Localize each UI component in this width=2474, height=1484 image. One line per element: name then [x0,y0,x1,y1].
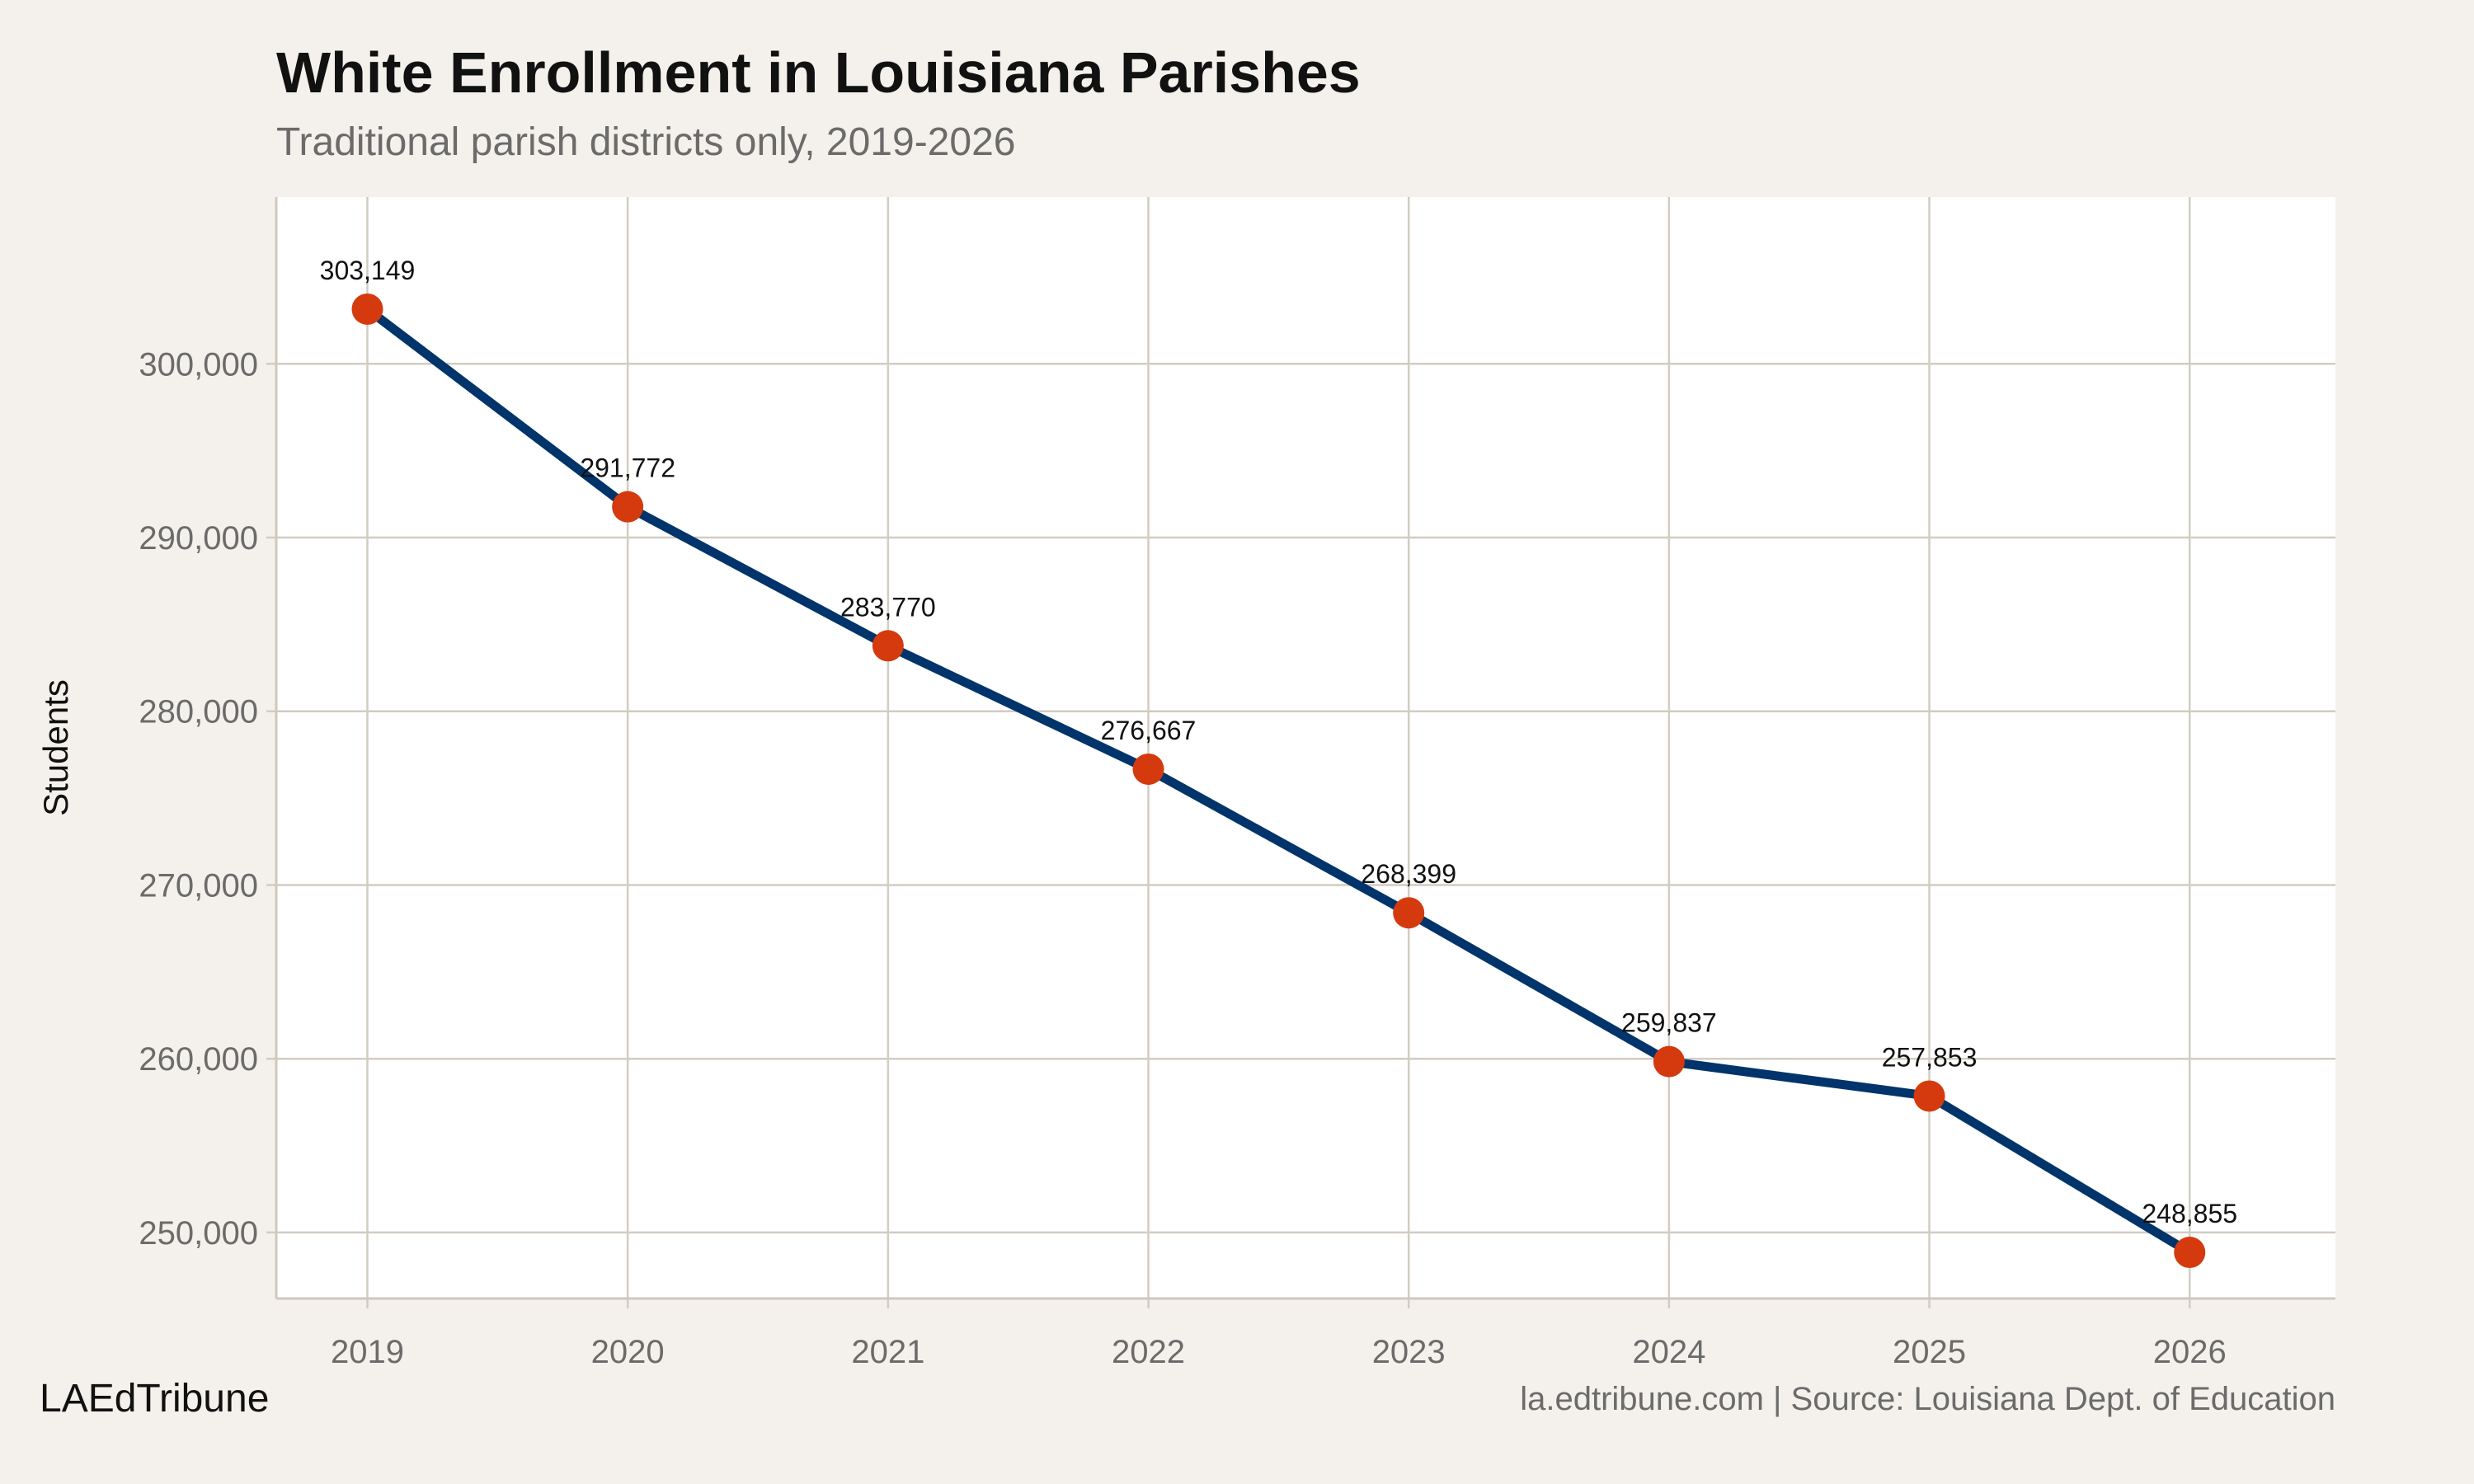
chart-title: White Enrollment in Louisiana Parishes [276,40,1361,105]
y-tick-label: 300,000 [139,346,258,383]
y-tick-label: 260,000 [139,1041,258,1078]
data-point [351,293,383,325]
gridlines [266,197,2335,1308]
data-label: 248,855 [2142,1199,2237,1228]
data-label: 276,667 [1101,716,1197,745]
data-label: 268,399 [1361,859,1456,889]
y-tick-label: 290,000 [139,520,258,556]
data-label: 291,772 [580,453,675,483]
data-label: 259,837 [1621,1008,1717,1038]
data-point [1132,753,1164,785]
plot-panel [276,197,2335,1298]
x-tick-label: 2026 [2153,1334,2227,1370]
data-label: 283,770 [840,592,936,622]
data-point [612,491,644,523]
source-note: la.edtribune.com | Source: Louisiana Dep… [1520,1381,2335,1417]
x-tick-label: 2019 [331,1334,404,1370]
data-point [1653,1045,1685,1078]
trend-line [365,305,2193,1256]
x-tick-label: 2020 [591,1334,665,1370]
x-tick-labels: 2019 2020 2021 2022 2023 2024 2025 2026 [331,1334,2227,1370]
data-point [872,630,904,662]
y-tick-label: 250,000 [139,1215,258,1252]
chart-subtitle: Traditional parish districts only, 2019-… [276,120,1015,164]
y-tick-labels: 250,000 260,000 270,000 280,000 290,000 300,0… [139,346,258,1252]
brand-logo-text: LAEdTribune [40,1377,269,1421]
data-point [1913,1080,1945,1112]
x-tick-label: 2024 [1632,1334,1705,1370]
x-tick-label: 2022 [1112,1334,1185,1370]
data-label: 257,853 [1882,1042,1978,1072]
x-tick-label: 2023 [1372,1334,1446,1370]
y-tick-label: 280,000 [139,694,258,730]
data-point [2174,1237,2206,1269]
y-tick-label: 270,000 [139,867,258,904]
x-tick-label: 2025 [1893,1334,1966,1370]
data-point [1393,897,1425,929]
series-line: 303,149 291,772 283,770 276,667 268,399 259,8… [320,256,2237,1269]
x-tick-label: 2021 [851,1334,924,1370]
y-axis-label: Students [36,679,75,816]
data-label: 303,149 [320,256,416,285]
